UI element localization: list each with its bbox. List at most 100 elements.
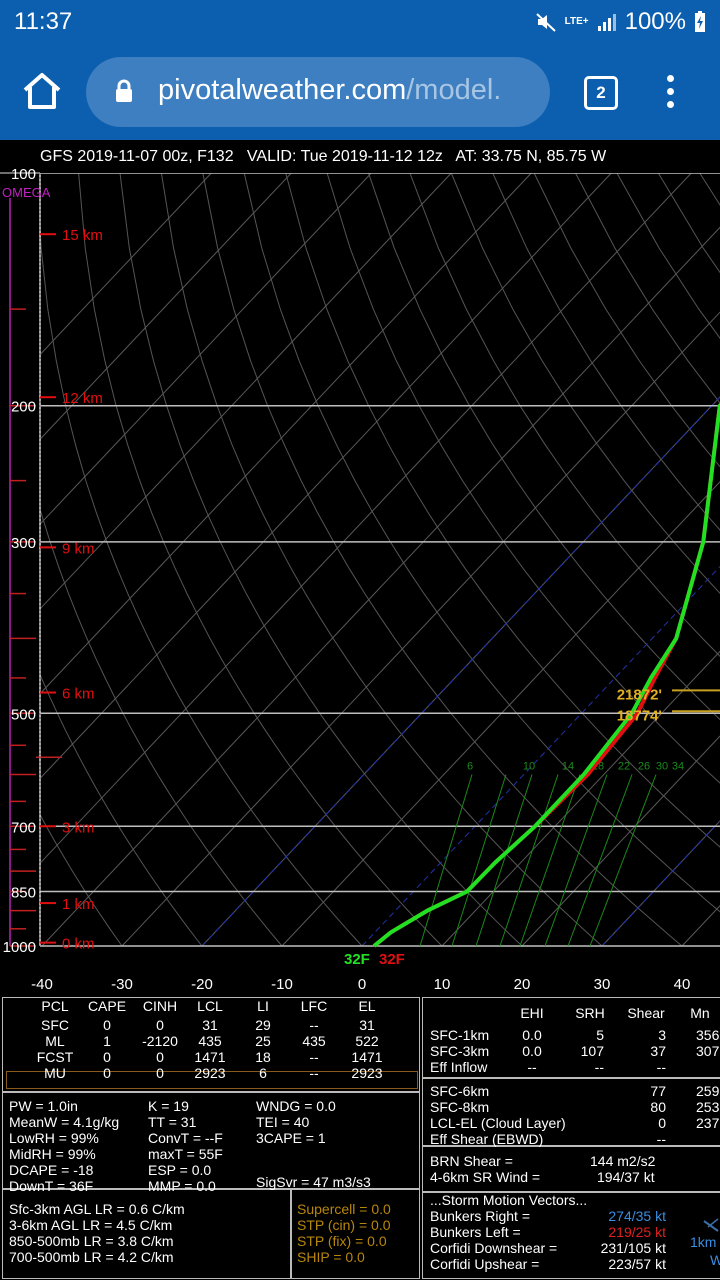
dry-adiabat xyxy=(119,173,523,947)
url-bar[interactable]: pivotalweather.com/model. xyxy=(86,57,550,127)
dry-adiabat xyxy=(492,173,720,531)
kinematics-srh: 107 xyxy=(580,1043,604,1059)
isotherm xyxy=(201,396,720,947)
height-label: 3 km xyxy=(62,819,95,836)
composite-index-value: STP (cin) = 0.0 xyxy=(297,1217,391,1233)
kinematics-shear: 0 xyxy=(658,1115,666,1131)
storm-motion-label: Bunkers Right = xyxy=(430,1208,530,1224)
kinematics-row-label: SFC-3km xyxy=(430,1043,490,1059)
kinematics-mean-wind: 259 xyxy=(696,1083,720,1099)
index-value: 3CAPE = 1 xyxy=(256,1130,326,1146)
mixing-ratio-label: 26 xyxy=(638,761,650,773)
isotherm xyxy=(40,173,372,525)
tab-switcher-button[interactable]: 2 xyxy=(584,76,618,110)
isotherm xyxy=(441,650,720,947)
height-label: 12 km xyxy=(62,390,103,407)
composite-index-value: SHIP = 0.0 xyxy=(297,1249,365,1265)
pressure-label: 500 xyxy=(11,706,36,723)
parcel-table-cell: -- xyxy=(309,1017,319,1033)
index-value: WNDG = 0.0 xyxy=(256,1098,336,1114)
parcel-table-cell: 435 xyxy=(302,1033,326,1049)
index-value: LowRH = 99% xyxy=(9,1130,99,1146)
level-marker-label: 21872' xyxy=(617,686,662,703)
sigsvr-value: SigSvr = 47 m3/s3 xyxy=(256,1174,371,1190)
parcel-table-cell: 6 xyxy=(259,1065,267,1081)
browser-toolbar: pivotalweather.com/model. 2 xyxy=(0,45,720,140)
mixing-ratio-label: 34 xyxy=(672,761,684,773)
kinematics-header: EHI xyxy=(520,1005,544,1021)
pressure-label: 1000 xyxy=(3,939,36,956)
parcel-table-cell: 1471 xyxy=(351,1049,383,1065)
hodograph-w-label: W xyxy=(710,1252,720,1268)
parcel-table-cell: 1471 xyxy=(194,1049,226,1065)
isotherm xyxy=(40,173,452,610)
status-bar: 11:37 LTE+ 100% xyxy=(0,0,720,45)
parcel-table-header: EL xyxy=(358,998,376,1014)
mixing-ratio-line xyxy=(589,774,657,947)
isotherm xyxy=(521,735,720,947)
mixing-ratio-label: 10 xyxy=(523,761,535,773)
parcel-table-cell: 29 xyxy=(255,1017,271,1033)
parcel-table-cell: 25 xyxy=(255,1033,271,1049)
parcel-table-header: CINH xyxy=(142,998,178,1014)
kinematics-row-label: Eff Shear (EBWD) xyxy=(430,1131,544,1147)
url-text[interactable]: pivotalweather.com/model. xyxy=(158,74,502,106)
height-label: 9 km xyxy=(62,540,95,557)
parcel-table-cell: ML xyxy=(45,1033,65,1049)
parcel-table-cell: 0 xyxy=(156,1017,164,1033)
parcel-table-header: LI xyxy=(257,998,269,1014)
temperature-tick-label: 10 xyxy=(434,976,451,993)
brn-shear-value: 144 m2/s2 xyxy=(590,1153,656,1169)
srwind-label: 4-6km SR Wind = xyxy=(430,1169,541,1185)
parcel-table-cell: 435 xyxy=(198,1033,222,1049)
kinematics-row-label: SFC-6km xyxy=(430,1083,490,1099)
kinematics-row-label: SFC-8km xyxy=(430,1099,490,1115)
surface-temp-label: 32F xyxy=(379,951,405,968)
index-value: MMP = 0.0 xyxy=(148,1178,216,1194)
dry-adiabat xyxy=(450,173,720,595)
dry-adiabat xyxy=(699,173,720,206)
kinematics-row-label: SFC-1km xyxy=(430,1027,490,1043)
battery-charging-icon xyxy=(695,11,705,32)
parcel-table-cell: 1 xyxy=(103,1033,111,1049)
storm-motion-value: 219/25 kt xyxy=(608,1224,666,1240)
surface-label-bg xyxy=(338,949,414,967)
temperature-tick-label: -20 xyxy=(191,976,213,993)
isotherm xyxy=(601,820,720,947)
temperature-tick-label: -30 xyxy=(111,976,133,993)
index-value: K = 19 xyxy=(148,1098,189,1114)
kinematics-shear: -- xyxy=(656,1059,666,1075)
kinematics-header: SRH xyxy=(575,1005,605,1021)
isotherm xyxy=(40,173,292,441)
home-icon[interactable] xyxy=(20,69,64,113)
composite-index-value: STP (fix) = 0.0 xyxy=(297,1233,387,1249)
mixing-ratio-line xyxy=(544,774,608,947)
mixing-ratio-label: 30 xyxy=(656,761,668,773)
overflow-menu-icon[interactable] xyxy=(662,75,678,111)
temperature-tick-label: 20 xyxy=(514,976,531,993)
parcel-table-cell: 0 xyxy=(103,1017,111,1033)
brn-shear-label: BRN Shear = xyxy=(430,1153,513,1169)
lapse-rate-value: 850-500mb LR = 3.8 C/km xyxy=(9,1233,174,1249)
mixing-ratio-label: 6 xyxy=(467,761,473,773)
kinematics-srh: -- xyxy=(594,1059,604,1075)
dry-adiabat xyxy=(160,173,603,947)
temperature-tick-label: 0 xyxy=(358,976,366,993)
kinematics-mean-wind: 253 xyxy=(696,1099,720,1115)
parcel-table-cell: 2923 xyxy=(194,1065,226,1081)
mute-icon xyxy=(535,13,556,32)
parcel-table-cell: 0 xyxy=(103,1049,111,1065)
dewpoint-line xyxy=(372,402,720,948)
temperature-tick-label: -10 xyxy=(271,976,293,993)
index-value: MeanW = 4.1g/kg xyxy=(9,1114,120,1130)
index-value: ESP = 0.0 xyxy=(148,1162,212,1178)
indices-panel: PCL CAPE CINH LCL LI LFC EL SFC 0 0 31 29 -- 31 ML 1 -21… xyxy=(0,995,720,1280)
parcel-table-cell: MU xyxy=(44,1065,66,1081)
parcel-table-cell: SFC xyxy=(41,1017,69,1033)
dry-adiabat xyxy=(409,173,720,657)
dry-adiabat xyxy=(40,507,283,947)
parcel-table-cell: 31 xyxy=(359,1017,375,1033)
isotherm xyxy=(281,481,720,947)
parcel-table-header: PCL xyxy=(41,998,69,1014)
index-value: MidRH = 99% xyxy=(9,1146,96,1162)
